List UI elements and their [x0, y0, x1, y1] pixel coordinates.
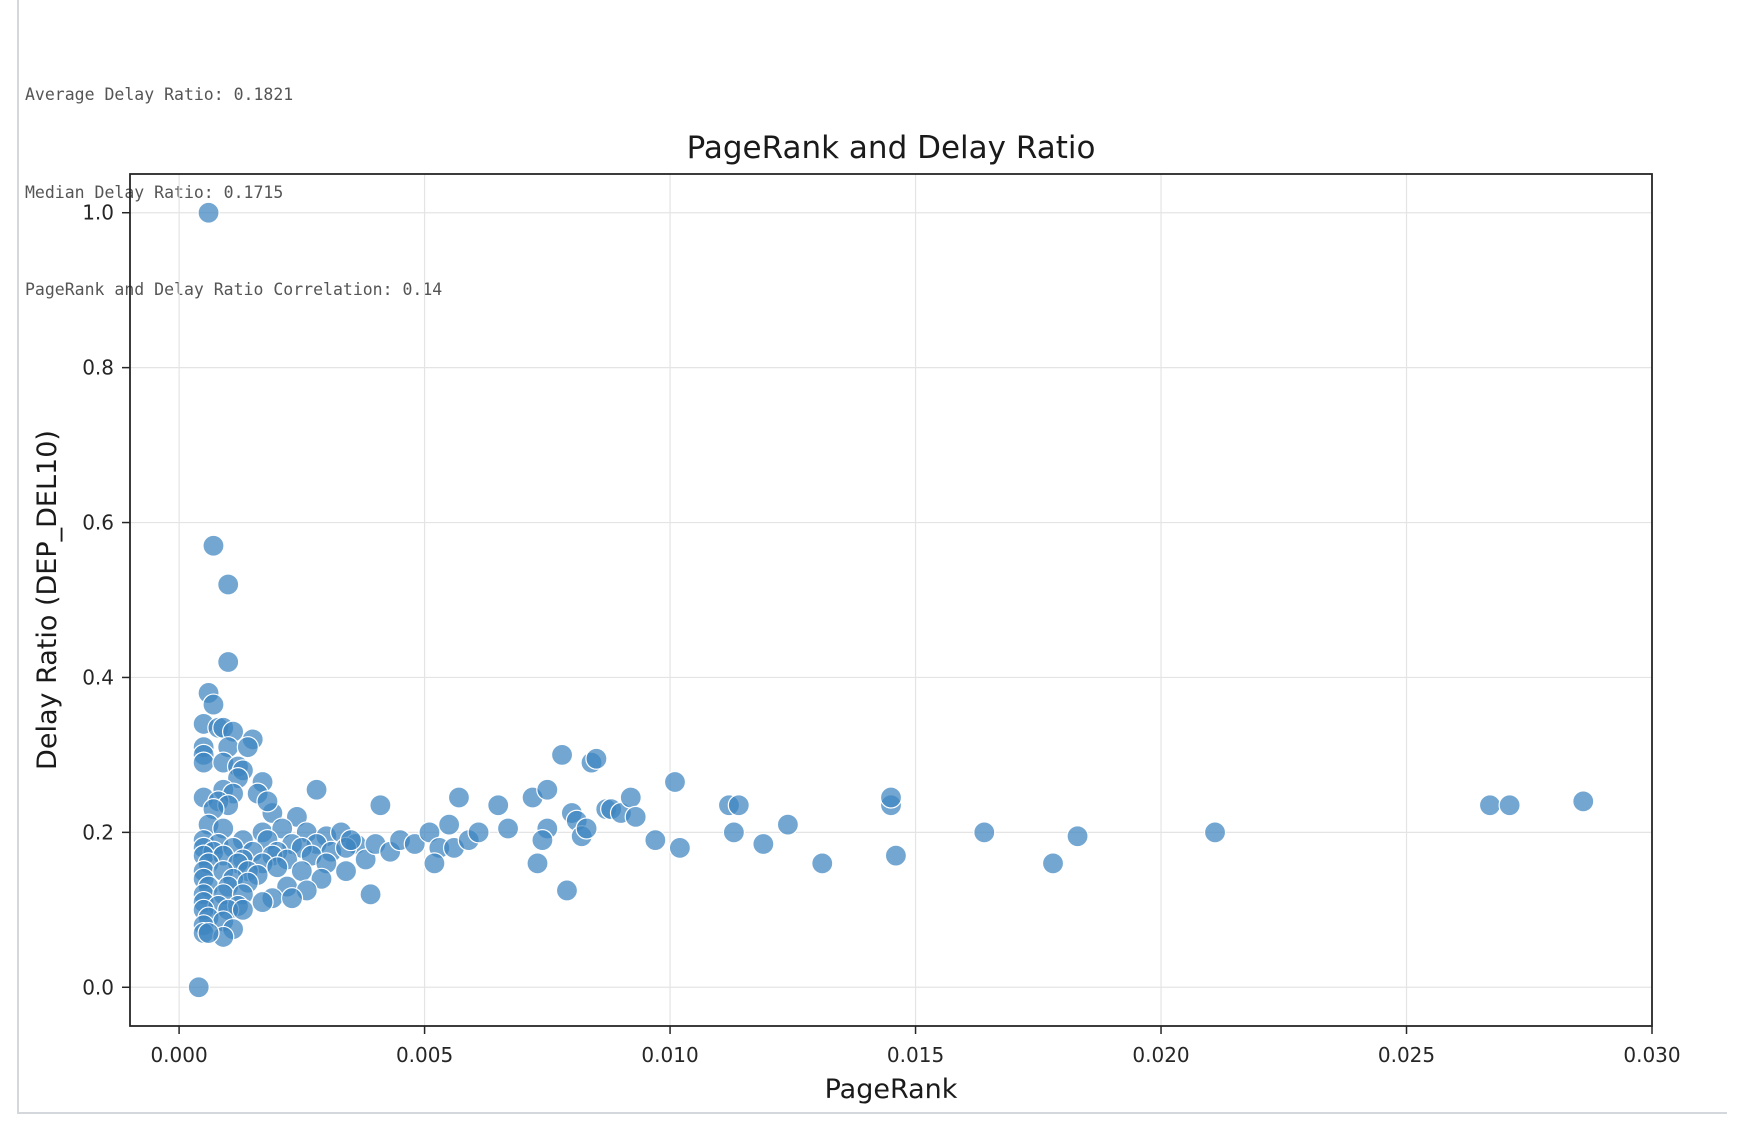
scatter-point [1067, 826, 1088, 847]
scatter-point [881, 787, 902, 808]
scatter-point [1043, 853, 1064, 874]
scatter-point [537, 779, 558, 800]
scatter-point [753, 833, 774, 854]
scatter-point [468, 822, 489, 843]
scatter-point [257, 791, 278, 812]
scatter-point [360, 884, 381, 905]
scatter-point [203, 694, 224, 715]
y-tick-label: 0.8 [82, 356, 114, 380]
scatter-point [664, 772, 685, 793]
scatter-point [885, 845, 906, 866]
scatter-point [1479, 795, 1500, 816]
y-axis-label: Delay Ratio (DEP_DEL10) [32, 430, 63, 770]
y-tick-label: 0.4 [82, 665, 114, 689]
x-tick-label: 0.025 [1378, 1043, 1435, 1067]
scatter-point [424, 853, 445, 874]
scatter-point [336, 861, 357, 882]
scatter-point [267, 857, 288, 878]
grid-layer [130, 174, 1652, 1026]
scatter-point [728, 795, 749, 816]
scatter-point [723, 822, 744, 843]
x-tick-label: 0.010 [641, 1043, 698, 1067]
scatter-point [1499, 795, 1520, 816]
y-tick-label: 0.0 [82, 975, 114, 999]
scatter-point [669, 837, 690, 858]
x-tick-label: 0.030 [1623, 1043, 1680, 1067]
scatter-point [340, 830, 361, 851]
scatter-point [552, 744, 573, 765]
scatter-point [306, 779, 327, 800]
chart-title: PageRank and Delay Ratio [687, 130, 1096, 166]
x-tick-label: 0.015 [887, 1043, 944, 1067]
scatter-point [620, 787, 641, 808]
points-layer [188, 202, 1594, 998]
scatter-point [777, 814, 798, 835]
x-tick-label: 0.020 [1132, 1043, 1189, 1067]
scatter-point [556, 880, 577, 901]
y-tick-label: 1.0 [82, 201, 114, 225]
scatter-point [282, 888, 303, 909]
scatter-point [218, 651, 239, 672]
scatter-point [448, 787, 469, 808]
scatter-point [532, 830, 553, 851]
scatter-point [527, 853, 548, 874]
scatter-point [498, 818, 519, 839]
scatter-point [198, 923, 219, 944]
scatter-point [974, 822, 995, 843]
scatter-point [1573, 791, 1594, 812]
scatter-point [237, 737, 258, 758]
ticks-layer: 0.000 0.005 0.010 0.015 0.020 0.025 0.030 0.0 0.… [82, 201, 1680, 1067]
scatter-point [625, 806, 646, 827]
x-tick-label: 0.005 [396, 1043, 453, 1067]
x-axis-label: PageRank [825, 1074, 958, 1105]
scatter-point [193, 752, 214, 773]
scatter-point [1205, 822, 1226, 843]
scatter-point [252, 892, 273, 913]
scatter-point [812, 853, 833, 874]
scatter-point [439, 814, 460, 835]
scatter-point [586, 748, 607, 769]
scatter-point [203, 535, 224, 556]
scatter-point [232, 899, 253, 920]
scatter-point [218, 574, 239, 595]
y-tick-label: 0.6 [82, 511, 114, 535]
y-tick-label: 0.2 [82, 820, 114, 844]
scatter-point [188, 977, 209, 998]
x-tick-label: 0.000 [150, 1043, 207, 1067]
scatter-point [370, 795, 391, 816]
scatter-point [488, 795, 509, 816]
scatter-point [645, 830, 666, 851]
scatter-point [576, 818, 597, 839]
scatter-point [198, 202, 219, 223]
plot-frame [130, 174, 1652, 1026]
